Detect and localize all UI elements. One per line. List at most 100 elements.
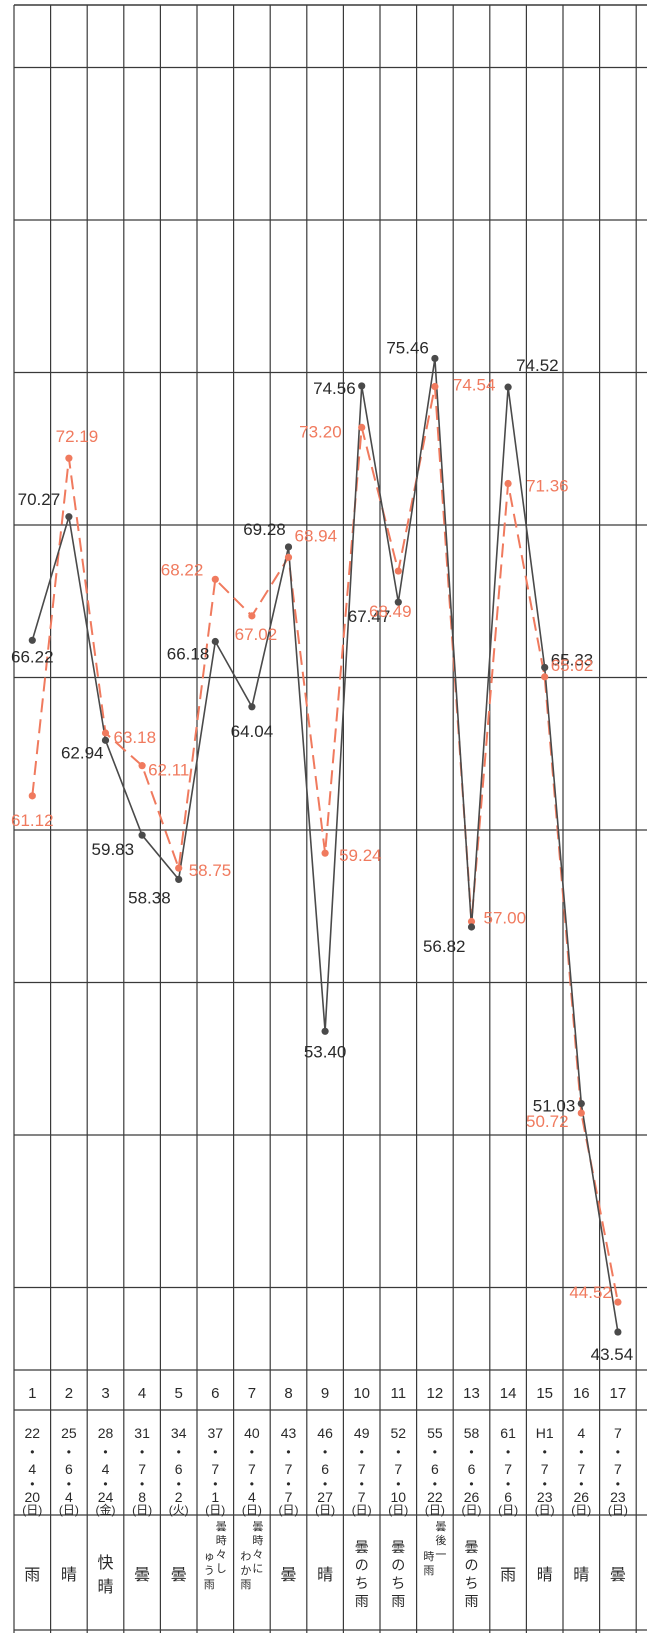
series-1-label: 66.22 [11, 647, 54, 666]
series-2-label: 50.72 [526, 1112, 569, 1131]
weather-char: 曇 [435, 1520, 446, 1533]
date-weekday: (日) [22, 1503, 42, 1517]
date-day: 8 [138, 1489, 146, 1505]
row-number: 15 [536, 1385, 553, 1402]
weather-char: 雨 [355, 1594, 369, 1610]
date-day: 27 [317, 1489, 333, 1505]
date-weather-table: 1 2 3 4 5 6 7 8 9 10 11 12 13 14 15 16 1722•4•20(日)25•6•… [22, 1385, 628, 1610]
series-2-point [65, 454, 73, 462]
series-2-label: 62.11 [148, 761, 189, 780]
date-day: 23 [537, 1489, 553, 1505]
date-separator: • [616, 1477, 620, 1491]
series-1-point [138, 831, 146, 839]
date-weekday: (日) [279, 1503, 299, 1517]
weather-char: 時 [423, 1550, 434, 1563]
date-month: 6 [175, 1461, 183, 1477]
date-month: 6 [321, 1461, 329, 1477]
date-weekday: (日) [462, 1503, 482, 1517]
date-separator: • [30, 1445, 34, 1459]
weather-char: 時 [216, 1534, 227, 1547]
weather-char: 曇 [610, 1565, 626, 1584]
weather-char: 曇 [171, 1565, 187, 1584]
date-month: 7 [504, 1461, 512, 1477]
date-weekday: (日) [315, 1503, 335, 1517]
date-separator: • [250, 1445, 254, 1459]
date-separator: • [360, 1477, 364, 1491]
date-year: 34 [171, 1425, 187, 1441]
series-1-point [211, 637, 219, 646]
series-2-point [248, 612, 256, 620]
weather-char: し [216, 1562, 227, 1575]
date-weekday: (火) [169, 1503, 189, 1517]
weather-char: 曇 [216, 1520, 227, 1533]
weather-char: の [355, 1558, 369, 1574]
series-1-label: 74.52 [516, 356, 559, 375]
series-1-label: 59.83 [92, 840, 135, 859]
series-1-point [248, 703, 256, 711]
weather-char: 時 [252, 1534, 263, 1547]
date-year: 28 [98, 1425, 114, 1441]
chart-grid [13, 4, 647, 1633]
series-1-point [577, 1099, 585, 1108]
date-weekday: (日) [425, 1503, 445, 1517]
date-separator: • [67, 1477, 71, 1491]
row-number: 5 [175, 1385, 183, 1402]
date-weekday: (日) [608, 1503, 628, 1517]
date-separator: • [286, 1445, 290, 1459]
date-weekday: (日) [132, 1503, 152, 1517]
date-separator: • [579, 1445, 583, 1459]
date-separator: • [286, 1477, 290, 1491]
date-year: 49 [354, 1425, 370, 1441]
date-month: 7 [614, 1461, 622, 1477]
series-2-point [284, 553, 293, 561]
series-2-label: 68.94 [295, 526, 338, 545]
series-2-point [175, 864, 183, 872]
weather-char: 曇 [252, 1520, 263, 1533]
date-weekday: (日) [352, 1503, 372, 1517]
series-2-point [138, 762, 146, 770]
data-labels: 66.22 70.27 62.94 59.83 58.38 66.18 64.04 69.28… [11, 338, 633, 1364]
series-2-label: 73.20 [299, 422, 342, 441]
row-number: 4 [138, 1385, 146, 1402]
date-weekday: (日) [205, 1503, 225, 1517]
weather-char: 々 [252, 1548, 263, 1561]
weather-char: 晴 [537, 1565, 553, 1584]
row-number: 17 [610, 1385, 627, 1402]
row-number: 12 [427, 1385, 444, 1402]
series-1-point [394, 598, 402, 606]
series-2-point [358, 423, 366, 431]
series-2-label: 61.12 [11, 811, 54, 830]
series-2-point [431, 382, 439, 391]
series-2-label: 63.18 [114, 728, 157, 747]
weather-char: 雨 [24, 1565, 40, 1584]
date-year: 61 [500, 1425, 516, 1441]
date-day: 4 [65, 1489, 73, 1505]
date-separator: • [469, 1445, 473, 1459]
date-month: 7 [541, 1461, 549, 1477]
date-year: 25 [61, 1425, 77, 1441]
series-1-label: 62.94 [61, 743, 104, 762]
series-1-point [541, 663, 549, 672]
date-day: 26 [464, 1489, 480, 1505]
series-2-label: 57.00 [484, 909, 527, 928]
weather-char: 晴 [317, 1565, 333, 1584]
date-separator: • [579, 1477, 583, 1491]
weather-char: の [465, 1558, 479, 1574]
series-1-point [431, 354, 439, 363]
series-2-point [394, 567, 402, 575]
date-day: 7 [358, 1489, 366, 1505]
date-weekday: (日) [535, 1503, 555, 1517]
date-year: 52 [391, 1425, 407, 1441]
date-day: 20 [25, 1489, 41, 1505]
series-2-label: 59.24 [339, 846, 382, 865]
date-year: 40 [244, 1425, 260, 1441]
date-weekday: (日) [571, 1503, 591, 1517]
date-month: 7 [358, 1461, 366, 1477]
series-1-point [175, 875, 183, 884]
series-1-label: 75.46 [386, 338, 429, 357]
series-2-point [211, 575, 219, 583]
row-number: 10 [353, 1385, 370, 1402]
date-separator: • [543, 1445, 547, 1459]
date-month: 6 [65, 1461, 73, 1477]
date-day: 22 [427, 1489, 443, 1505]
